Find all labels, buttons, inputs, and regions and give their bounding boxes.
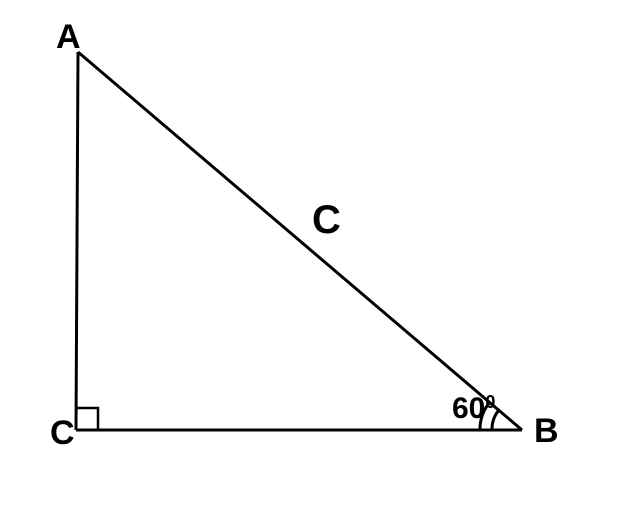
vertex-c-label: C xyxy=(50,414,75,453)
hypotenuse-label: C xyxy=(312,198,341,243)
vertex-b-label: B xyxy=(534,412,559,451)
degree-symbol: 0 xyxy=(485,392,495,412)
angle-b-label: 600 xyxy=(452,392,495,426)
side-ac xyxy=(76,52,78,430)
right-angle-marker xyxy=(76,408,98,430)
side-ab xyxy=(78,52,522,430)
vertex-a-label: A xyxy=(56,18,81,57)
angle-b-value: 60 xyxy=(452,392,485,425)
